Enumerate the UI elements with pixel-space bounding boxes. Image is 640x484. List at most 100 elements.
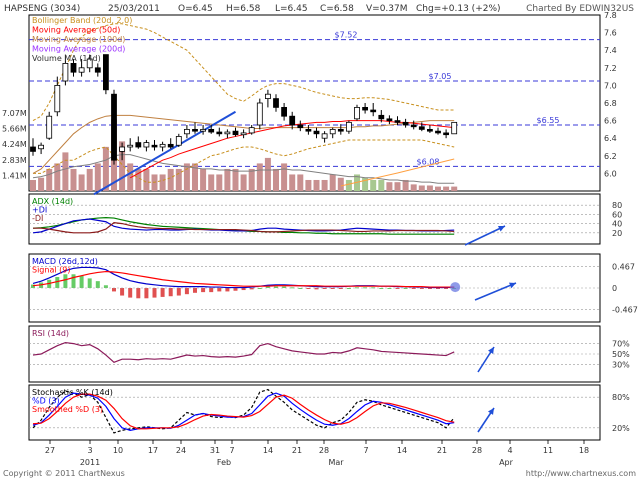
panel-tick-label: 70%	[612, 340, 630, 349]
volume-bar	[46, 168, 53, 191]
macd-histogram-bar	[419, 288, 424, 289]
x-tick-label: 3	[87, 446, 92, 455]
candle-body	[143, 142, 150, 148]
price-tick-label: 7.6	[604, 29, 617, 38]
volume-bar	[305, 179, 312, 191]
x-tick-label: 10	[113, 446, 123, 455]
trendline	[93, 110, 237, 196]
candle-body	[54, 85, 61, 113]
macd-histogram-bar	[63, 274, 68, 288]
volume-bar	[232, 168, 239, 191]
reference-lines: $7.52 $7.05 $6.55 $6.08	[29, 31, 600, 167]
macd-histogram-bar	[144, 288, 149, 299]
charted-by-label: Charted By EDWIN32US	[526, 4, 634, 14]
legend-label: %D (3)	[32, 397, 60, 406]
volume-bar	[102, 146, 109, 191]
x-tick-label: 11	[543, 446, 553, 455]
low-label: L=6.45	[275, 4, 308, 14]
volume-tick-label: 4.24M	[2, 140, 27, 149]
legend-label: -DI	[32, 214, 43, 223]
volume-bar	[224, 168, 231, 191]
candle-body	[386, 118, 393, 121]
x-tick-label: 14	[397, 446, 407, 455]
macd-histogram-bar	[209, 288, 214, 293]
volume-bar	[135, 168, 142, 191]
macd-histogram-bar	[411, 288, 416, 289]
macd-histogram-bar	[427, 288, 432, 289]
price-legend: Bollinger Band (20d, 2.0)Moving Average …	[32, 16, 132, 63]
macd-histogram-bar	[79, 275, 84, 288]
ticker-label: HAPSENG (3034)	[4, 4, 80, 14]
candle-body	[103, 54, 109, 91]
candle-body	[362, 107, 369, 111]
panel-tick-label: 60	[612, 210, 622, 219]
candle-body	[248, 127, 255, 134]
x-month-label: 2011	[80, 458, 100, 467]
candle-body	[175, 136, 182, 146]
macd-histogram-bar	[249, 288, 254, 290]
candle-body	[127, 144, 134, 148]
macd-histogram-bar	[403, 288, 408, 289]
candle-body	[256, 102, 263, 126]
candle-body	[443, 132, 450, 136]
volume-bar	[451, 186, 458, 191]
trend-arrow	[474, 282, 517, 301]
volume-bar	[297, 174, 304, 191]
volume-bar	[264, 157, 271, 191]
price-tick-label: 6.4	[604, 134, 617, 143]
volume-bar	[54, 163, 61, 191]
trend-arrows	[464, 225, 517, 433]
trend-arrow-head	[498, 225, 505, 232]
candle-body	[192, 128, 198, 132]
volume-bar	[256, 163, 263, 191]
candle-body	[111, 93, 117, 161]
volume-bar	[443, 186, 450, 191]
series-line	[33, 222, 455, 234]
macd-histogram-bar	[387, 288, 392, 289]
volume-bar	[378, 179, 385, 191]
macd-histogram-bar	[290, 287, 295, 289]
x-tick-label: 21	[437, 446, 447, 455]
change-label: Chg=+0.13 (+2%)	[416, 4, 501, 14]
panel-tick-label: 80%	[612, 393, 630, 402]
reference-line-label: $7.52	[335, 31, 358, 40]
volume-bar	[216, 174, 223, 191]
series-line	[32, 218, 455, 234]
reference-line-label: $6.08	[417, 157, 440, 166]
volume-bar	[248, 168, 255, 191]
volume-bar	[143, 168, 150, 191]
candle-body	[183, 128, 190, 135]
macd-histogram-bar	[274, 286, 278, 288]
candle-body	[78, 67, 85, 73]
candle-body	[297, 124, 304, 129]
candle-body	[402, 121, 409, 126]
reference-line-label: $7.05	[429, 72, 452, 81]
price-tick-label: 7.4	[604, 46, 617, 55]
x-tick-label: 21	[292, 446, 302, 455]
stochastic-panel: 80% 20% Stochastic %K (14d)%D (3)Smoothed …	[29, 388, 630, 434]
macd-histogram-bar	[265, 286, 270, 288]
macd-histogram-bar	[217, 288, 222, 292]
volume-bars	[30, 119, 458, 191]
x-month-label: Mar	[328, 458, 344, 467]
volume-bar	[70, 168, 77, 191]
volume-bar	[281, 163, 288, 191]
panel-tick-label: -0.467	[612, 305, 638, 314]
volume-bar	[30, 179, 36, 191]
candle-body	[394, 120, 401, 123]
volume-bar	[362, 177, 369, 191]
macd-histogram-bar	[436, 288, 440, 289]
volume-tick-label: 2.83M	[2, 156, 27, 165]
price-axis: 7.8 7.6 7.4 7.2 7.0 6.8 6.6 6.4 6.2 6.0 7.07M 5.66M…	[2, 11, 617, 180]
legend-label: Moving Average (100d)	[32, 35, 125, 44]
trend-arrow-head	[509, 282, 516, 289]
series-line	[32, 388, 455, 434]
trend-arrow-head	[487, 408, 494, 415]
legend-label: Smoothed %D (3)	[32, 405, 103, 414]
candle-body	[289, 115, 296, 126]
candle-body	[264, 93, 271, 99]
macd-histogram-bar	[128, 288, 133, 298]
macd-highlight-dot	[450, 282, 461, 293]
volume-bar	[289, 174, 296, 191]
